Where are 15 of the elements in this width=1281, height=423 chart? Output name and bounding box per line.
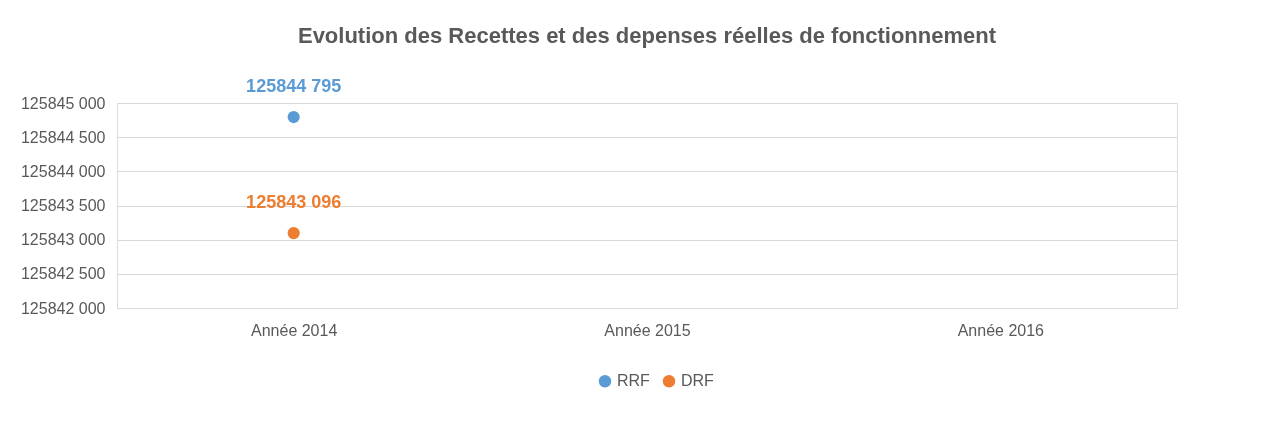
x-tick-label: Année 2014 bbox=[251, 321, 338, 339]
y-tick-label: 125845 000 bbox=[20, 94, 106, 112]
legend-label: RRF bbox=[617, 372, 651, 390]
y-tick-label: 125844 500 bbox=[20, 128, 106, 146]
y-tick-label: 125843 500 bbox=[20, 197, 106, 214]
data-label: 125843 096 bbox=[246, 192, 342, 213]
y-tick-label: 125842 500 bbox=[20, 265, 106, 283]
x-tick-label: Année 2015 bbox=[604, 321, 691, 339]
data-label: 125844 795 bbox=[246, 76, 342, 97]
y-tick-label: 125843 000 bbox=[20, 231, 106, 249]
chart-title: Evolution des Recettes et des depenses réelles de fonctionnement bbox=[297, 23, 997, 49]
y-tick-label: 125842 000 bbox=[20, 299, 106, 317]
legend-label: DRF bbox=[681, 372, 715, 390]
x-tick-label: Année 2016 bbox=[957, 321, 1045, 339]
y-tick-label: 125844 000 bbox=[20, 162, 106, 180]
